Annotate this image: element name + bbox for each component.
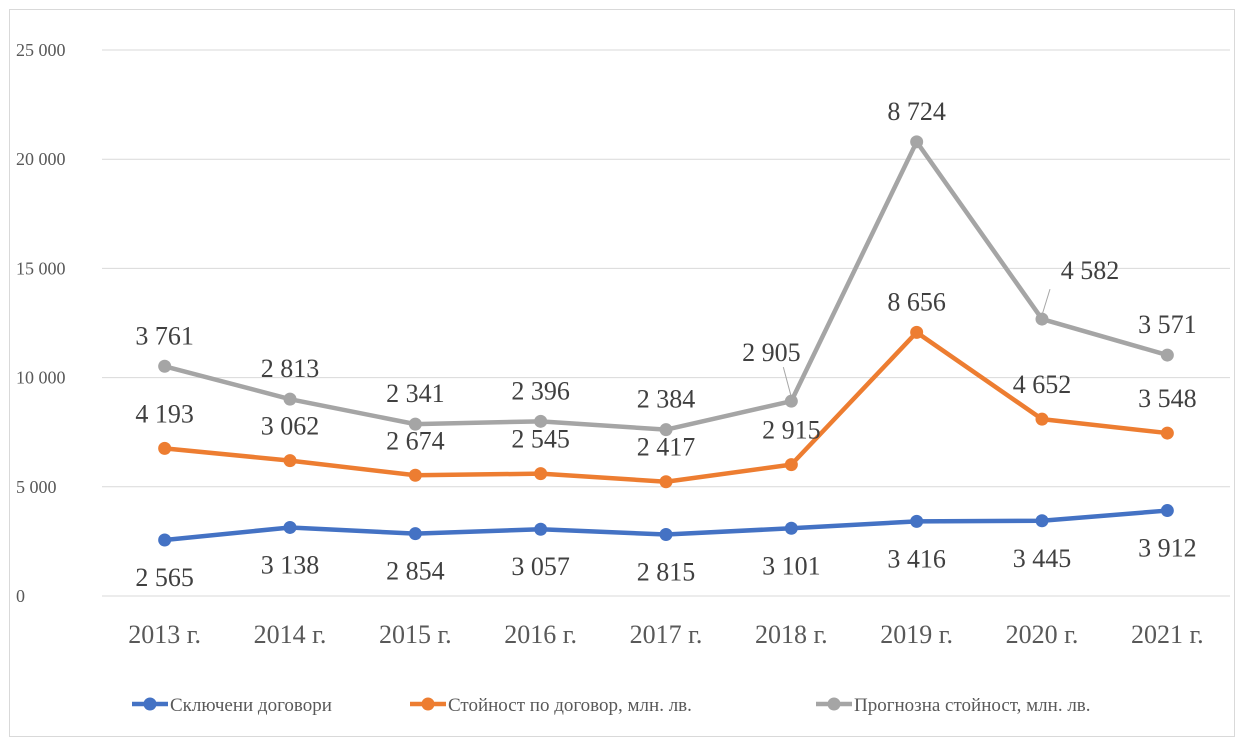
data-point <box>158 441 172 455</box>
series-lines <box>158 135 1174 547</box>
data-label: 4 652 <box>1013 370 1072 399</box>
data-point <box>784 394 798 408</box>
data-point <box>158 359 172 373</box>
leader-line <box>782 367 792 398</box>
y-tick-label: 20 000 <box>16 149 66 169</box>
x-tick-label: 2016 г. <box>504 620 577 649</box>
data-label: 3 057 <box>511 552 570 581</box>
data-point <box>1160 504 1174 518</box>
x-tick-label: 2015 г. <box>379 620 452 649</box>
x-tick-label: 2017 г. <box>630 620 703 649</box>
data-point <box>1160 348 1174 362</box>
x-tick-label: 2020 г. <box>1006 620 1079 649</box>
data-label: 2 384 <box>637 385 696 414</box>
data-label: 2 396 <box>511 376 570 405</box>
data-label: 8 724 <box>887 97 946 126</box>
legend-marker <box>827 697 841 711</box>
data-point <box>283 392 297 406</box>
data-label: 2 341 <box>386 379 445 408</box>
data-label: 2 674 <box>386 426 445 455</box>
data-point <box>534 414 548 428</box>
data-label: 3 101 <box>762 551 821 580</box>
data-point <box>534 467 548 481</box>
legend-label: Прогнозна стойност, млн. лв. <box>854 695 1091 716</box>
data-point <box>910 514 924 528</box>
y-tick-label: 25 000 <box>16 40 66 60</box>
y-tick-label: 10 000 <box>16 368 66 388</box>
x-tick-label: 2021 г. <box>1131 620 1204 649</box>
data-point <box>408 527 422 541</box>
x-tick-label: 2018 г. <box>755 620 828 649</box>
data-label: 3 548 <box>1138 384 1197 413</box>
x-tick-label: 2013 г. <box>128 620 201 649</box>
leader-line <box>1041 288 1051 316</box>
data-label: 2 815 <box>637 558 696 587</box>
data-point <box>784 458 798 472</box>
data-point <box>1035 312 1049 326</box>
data-label: 2 915 <box>762 416 821 445</box>
y-tick-label: 15 000 <box>16 258 66 278</box>
y-tick-label: 0 <box>16 586 25 606</box>
x-tick-label: 2014 г. <box>254 620 327 649</box>
data-label: 3 062 <box>261 412 320 441</box>
data-point <box>910 325 924 339</box>
data-point <box>910 135 924 149</box>
gridlines <box>102 49 1230 597</box>
data-label: 3 571 <box>1138 310 1197 339</box>
data-point <box>408 417 422 431</box>
data-point <box>784 521 798 535</box>
data-point <box>534 522 548 536</box>
data-label: 3 416 <box>887 544 946 573</box>
data-label: 2 545 <box>511 425 570 454</box>
y-tick-label: 5 000 <box>16 477 57 497</box>
data-point <box>408 468 422 482</box>
data-point <box>283 520 297 534</box>
legend-marker <box>143 697 157 711</box>
legend-label: Стойност по договор, млн. лв. <box>448 695 692 716</box>
data-point <box>659 528 673 542</box>
data-label: 2 813 <box>261 354 320 383</box>
data-point <box>1035 514 1049 528</box>
data-label: 4 582 <box>1061 256 1120 285</box>
data-point <box>659 423 673 437</box>
data-label: 2 854 <box>386 557 445 586</box>
data-label: 3 761 <box>135 321 194 350</box>
data-label: 3 445 <box>1013 544 1072 573</box>
data-point <box>283 454 297 468</box>
data-labels: 2 565 3 138 2 854 3 057 2 815 3 101 3 416 3 445… <box>135 97 1196 592</box>
data-label: 2 565 <box>135 563 194 592</box>
data-point <box>1160 426 1174 440</box>
legend: Сключени договори Стойност по договор, мл… <box>132 695 1091 716</box>
x-tick-label: 2019 г. <box>880 620 953 649</box>
legend-marker <box>421 697 435 711</box>
data-label: 2 905 <box>742 338 801 367</box>
legend-label: Сключени договори <box>170 695 332 716</box>
x-axis-ticks: 2013 г. 2014 г. 2015 г. 2016 г. 2017 г. 2018 … <box>128 620 1203 649</box>
data-point <box>659 475 673 489</box>
data-label: 8 656 <box>887 287 946 316</box>
data-label: 3 138 <box>261 550 320 579</box>
y-axis-ticks: 0 5 000 10 000 15 000 20 000 25 000 <box>16 40 66 606</box>
chart-frame <box>9 9 1235 737</box>
data-label: 4 193 <box>135 399 194 428</box>
data-point <box>1035 412 1049 426</box>
data-point <box>158 533 172 547</box>
data-label: 3 912 <box>1138 534 1197 563</box>
data-label: 2 417 <box>637 433 696 462</box>
